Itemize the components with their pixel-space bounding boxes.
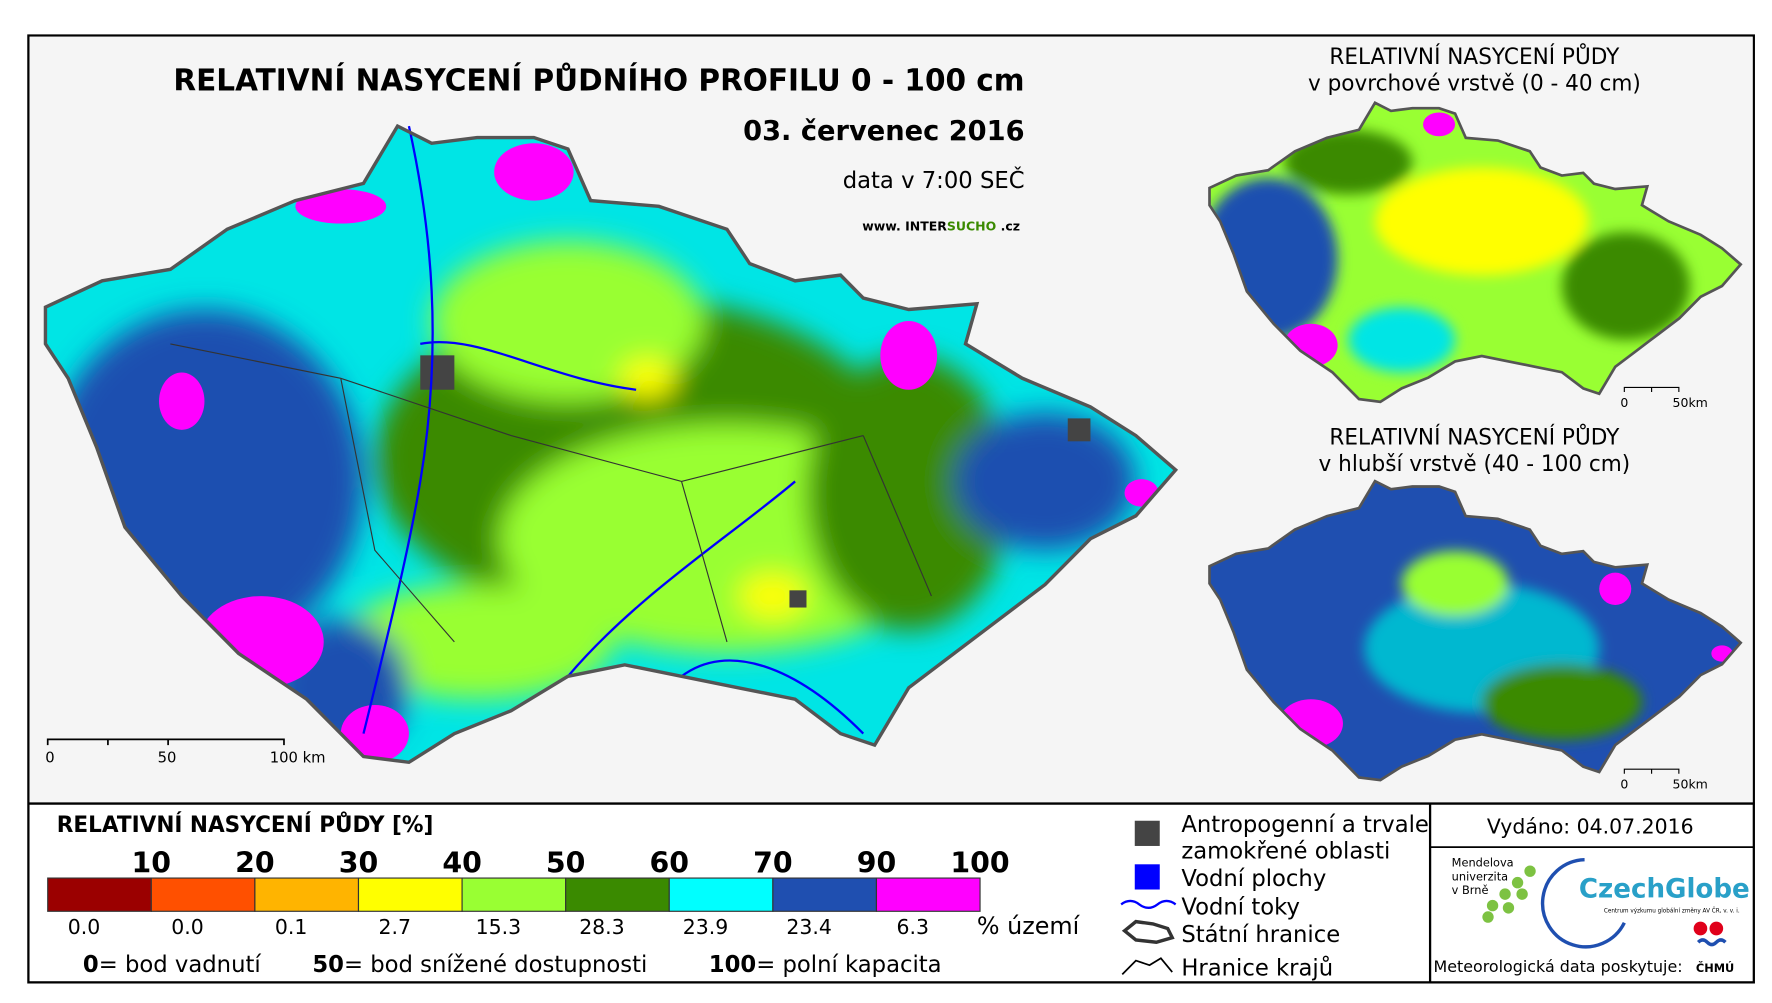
logo-chmu	[1709, 921, 1724, 936]
symbol-river	[1120, 899, 1177, 909]
symbol-label: zamokřené oblasti	[1181, 838, 1390, 864]
symbol-label: Vodní plochy	[1181, 866, 1326, 892]
logo-chmu-text: ČHMÚ	[1696, 960, 1734, 975]
scale-bar	[1623, 768, 1680, 774]
legend-swatch	[357, 877, 463, 912]
symbol-region-border	[1121, 957, 1173, 975]
logo-text: univerzita	[1452, 869, 1508, 883]
symbol-label: Vodní toky	[1181, 895, 1300, 921]
legend-threshold: 70	[753, 846, 793, 879]
symbol-label: Hranice krajů	[1181, 954, 1333, 981]
legend-share: 0.0	[68, 915, 100, 939]
legend-threshold: 30	[339, 846, 379, 879]
legend-threshold: 90	[857, 846, 897, 879]
legend-threshold: 10	[132, 846, 172, 879]
note-text: = bod vadnutí	[99, 952, 262, 978]
note-text: = polní kapacita	[756, 952, 941, 978]
note-value: 100	[709, 952, 756, 978]
share-unit: % území	[977, 912, 1081, 940]
logo-chmu	[1696, 938, 1727, 947]
date: 03. červenec 2016	[743, 116, 1024, 147]
legend-swatch	[668, 877, 774, 912]
scale-label: 50km	[1673, 777, 1708, 792]
legend-threshold: 50	[546, 846, 586, 879]
website-part: SUCHO	[947, 218, 997, 233]
note-value: 50	[312, 952, 344, 978]
legend-swatch	[565, 877, 670, 912]
logo-subtitle: Centrum výzkumu globální změny AV ČR, v.…	[1604, 907, 1740, 914]
legend-note: 0= bod vadnutí	[83, 952, 261, 978]
logo-mendel	[1482, 865, 1536, 923]
legend-swatch	[254, 877, 360, 912]
scale-bar	[46, 738, 285, 746]
legend-threshold: 100	[950, 846, 1009, 879]
inset-title: v hlubší vrstvě (40 - 100 cm)	[1319, 452, 1631, 477]
legend-share: 2.7	[379, 915, 411, 939]
provider: Meteorologická data poskytuje:	[1434, 957, 1683, 976]
scale-label: 0	[1620, 777, 1628, 792]
scale-label: 50	[158, 749, 177, 766]
logo-text: v Brně	[1452, 883, 1489, 897]
issued: Vydáno: 04.07.2016	[1487, 814, 1694, 838]
title: RELATIVNÍ NASYCENÍ PŮDNÍHO PROFILU 0 - 1…	[173, 61, 1024, 97]
scale-label: 0	[1620, 395, 1628, 410]
legend-share: 6.3	[896, 915, 928, 939]
symbol-anthropogenic	[1134, 820, 1160, 846]
legend-share: 15.3	[476, 915, 521, 939]
legend-swatch	[150, 877, 256, 912]
legend-swatch	[461, 877, 567, 912]
data-time: data v 7:00 SEČ	[843, 166, 1025, 194]
logo-text: Mendelova	[1452, 856, 1514, 870]
logo-czechglobe: CzechGlobe	[1579, 874, 1750, 904]
legend-swatch	[875, 877, 981, 912]
note-text: = bod snížené dostupnosti	[344, 952, 647, 978]
website-part: www. INTER	[862, 218, 947, 233]
symbol-state-border	[1121, 919, 1175, 944]
symbol-water-body	[1134, 864, 1160, 890]
legend-share: 23.9	[683, 915, 728, 939]
legend-threshold: 60	[650, 846, 690, 879]
logo-czechglobe-arc	[1540, 857, 1626, 949]
inset-title: RELATIVNÍ NASYCENÍ PŮDY	[1329, 424, 1620, 451]
legend-share: 0.0	[171, 915, 203, 939]
scale-bar	[1623, 386, 1680, 393]
symbol-label: Státní hranice	[1181, 922, 1340, 948]
legend-note: 50= bod snížené dostupnosti	[312, 952, 647, 978]
symbol-label: Antropogenní a trvale	[1181, 812, 1429, 838]
legend-share: 23.4	[786, 915, 831, 939]
scale-label: 100 km	[270, 749, 326, 766]
scale-label: 50km	[1673, 395, 1708, 410]
legend-share: 0.1	[275, 915, 307, 939]
legend-note: 100= polní kapacita	[709, 952, 942, 978]
website: www. INTERSUCHO .cz	[862, 218, 1020, 233]
logo-chmu	[1693, 921, 1708, 936]
legend-share: 28.3	[579, 915, 624, 939]
website-part: .cz	[996, 218, 1020, 233]
note-value: 0	[83, 952, 99, 978]
inset-title: RELATIVNÍ NASYCENÍ PŮDY	[1329, 43, 1620, 70]
legend-threshold: 40	[442, 846, 482, 879]
legend: 0.0 0.0 0.1 2.7 15.3 28.3 23.9 23.4 6.3 10 20 30 40 5…	[47, 846, 1010, 939]
inset-title: v povrchové vrstvě (0 - 40 cm)	[1308, 71, 1641, 96]
scale-label: 0	[45, 749, 54, 766]
legend-title: RELATIVNÍ NASYCENÍ PŮDY [%]	[57, 812, 434, 838]
legend-swatch	[47, 877, 152, 912]
legend-swatch	[772, 877, 878, 912]
legend-threshold: 20	[235, 846, 275, 879]
